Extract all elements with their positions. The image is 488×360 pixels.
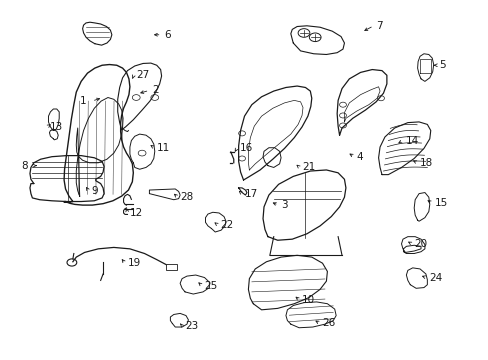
Polygon shape xyxy=(49,130,58,140)
Polygon shape xyxy=(336,69,386,135)
Polygon shape xyxy=(417,54,433,81)
Polygon shape xyxy=(64,64,133,205)
Text: 11: 11 xyxy=(157,143,170,153)
Text: 17: 17 xyxy=(244,189,257,199)
Text: 9: 9 xyxy=(91,186,97,196)
Polygon shape xyxy=(413,193,429,221)
Polygon shape xyxy=(118,63,161,130)
Text: 26: 26 xyxy=(322,319,335,328)
Polygon shape xyxy=(248,255,327,310)
Text: 1: 1 xyxy=(79,96,86,106)
Text: 4: 4 xyxy=(356,152,363,162)
Text: 13: 13 xyxy=(49,122,62,132)
Text: 5: 5 xyxy=(439,60,445,70)
Text: 8: 8 xyxy=(21,161,27,171)
Text: 14: 14 xyxy=(405,136,418,145)
Polygon shape xyxy=(170,314,188,327)
Text: 23: 23 xyxy=(184,321,198,331)
Polygon shape xyxy=(30,156,104,202)
Polygon shape xyxy=(48,109,59,131)
Text: 2: 2 xyxy=(152,85,158,95)
Polygon shape xyxy=(285,302,335,328)
Text: 21: 21 xyxy=(302,162,315,172)
Polygon shape xyxy=(180,275,209,294)
Polygon shape xyxy=(82,22,112,45)
Polygon shape xyxy=(263,148,281,167)
Text: 15: 15 xyxy=(434,198,447,208)
Polygon shape xyxy=(401,237,424,253)
Text: 27: 27 xyxy=(136,70,149,80)
Text: 3: 3 xyxy=(281,200,287,210)
Polygon shape xyxy=(290,26,344,54)
Text: 22: 22 xyxy=(220,220,233,230)
Text: 16: 16 xyxy=(239,143,252,153)
Text: 10: 10 xyxy=(302,295,315,305)
Text: 7: 7 xyxy=(375,21,382,31)
Text: 20: 20 xyxy=(413,239,427,249)
Polygon shape xyxy=(205,212,225,232)
Text: 28: 28 xyxy=(180,192,193,202)
Polygon shape xyxy=(130,134,155,169)
Text: 25: 25 xyxy=(204,281,217,291)
Polygon shape xyxy=(406,268,427,288)
Text: 24: 24 xyxy=(428,273,441,283)
Polygon shape xyxy=(238,86,311,180)
Polygon shape xyxy=(149,189,180,200)
Text: 19: 19 xyxy=(127,258,141,268)
Polygon shape xyxy=(263,170,345,240)
Text: 18: 18 xyxy=(419,158,432,168)
Text: 6: 6 xyxy=(163,30,170,40)
Text: 12: 12 xyxy=(130,208,143,218)
Polygon shape xyxy=(378,122,430,175)
FancyBboxPatch shape xyxy=(166,264,177,270)
